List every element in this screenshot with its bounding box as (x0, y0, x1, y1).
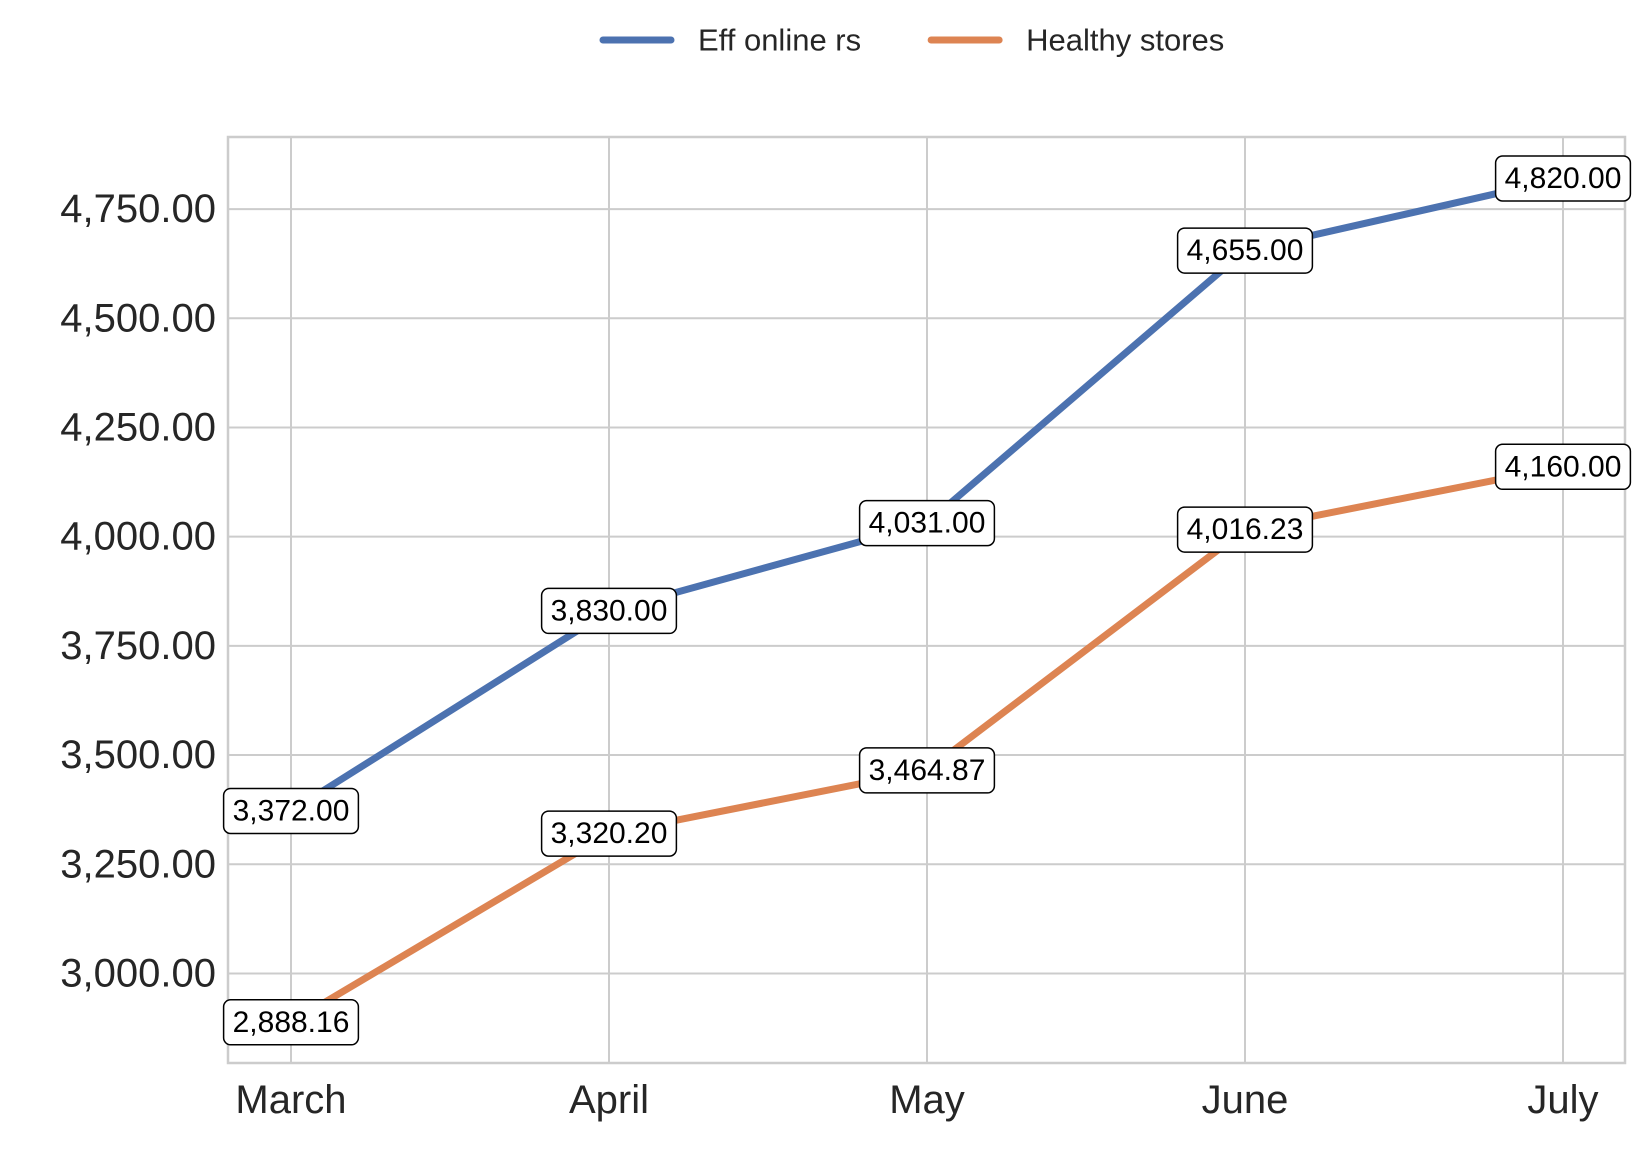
data-label-box (1494, 443, 1632, 491)
x-tick-label: July (1527, 1078, 1598, 1122)
legend-item: Healthy stores (927, 23, 1224, 58)
data-label-box (540, 587, 678, 635)
legend-item: Eff online rs (599, 23, 861, 58)
data-label-box (1494, 155, 1632, 202)
data-label-box (222, 787, 360, 835)
y-tick-label: 3,500.00 (60, 733, 216, 777)
data-label-box (858, 499, 996, 547)
data-label-text: 4,031.00 (869, 507, 986, 540)
data-label-box (858, 747, 996, 794)
data-label-text: 4,820.00 (1505, 162, 1622, 195)
data-label-text: 2,888.16 (233, 1006, 350, 1039)
data-label: 4,820.00 (1494, 155, 1632, 202)
y-tick-label: 3,750.00 (60, 624, 216, 668)
data-label: 3,830.00 (540, 587, 678, 635)
data-label-text: 3,830.00 (551, 594, 668, 627)
data-label: 4,160.00 (1494, 443, 1632, 491)
y-tick-label: 4,250.00 (60, 405, 216, 449)
data-label-box (1176, 506, 1314, 553)
data-label: 4,655.00 (1176, 227, 1314, 274)
data-label-text: 4,655.00 (1187, 234, 1304, 267)
x-tick-label: March (235, 1078, 346, 1122)
y-tick-label: 4,750.00 (60, 187, 216, 231)
data-labels: 3,372.00 3,830.00 4,031.00 4,655.00 4,820.00… (222, 155, 1632, 1046)
data-label: 3,464.87 (858, 747, 996, 794)
data-label-text: 3,372.00 (233, 794, 350, 827)
y-tick-label: 3,250.00 (60, 842, 216, 886)
data-label-text: 4,160.00 (1505, 450, 1622, 483)
grid (228, 137, 1625, 1063)
data-label-text: 3,320.20 (551, 817, 668, 850)
legend-label: Eff online rs (698, 23, 861, 58)
x-tick-label: May (889, 1078, 965, 1122)
data-label: 2,888.16 (222, 999, 360, 1046)
data-label-box (540, 810, 678, 857)
legend-label: Healthy stores (1026, 23, 1224, 58)
x-tick-label: April (569, 1078, 649, 1122)
axis-tick-labels: 3,000.00 3,250.00 3,500.00 3,750.00 4,000.00… (60, 187, 1598, 1122)
y-tick-label: 4,500.00 (60, 296, 216, 340)
y-tick-label: 4,000.00 (60, 515, 216, 559)
legend: Eff online rs Healthy stores (599, 23, 1224, 58)
plot-area-frame (226, 135, 1627, 1065)
data-label-text: 4,016.23 (1187, 513, 1304, 546)
x-tick-label: June (1202, 1078, 1289, 1122)
data-label-box (222, 999, 360, 1046)
data-label-box (1176, 227, 1314, 274)
data-label: 4,031.00 (858, 499, 996, 547)
data-label: 3,320.20 (540, 810, 678, 857)
data-label: 3,372.00 (222, 787, 360, 835)
data-label: 4,016.23 (1176, 506, 1314, 553)
data-label-text: 3,464.87 (869, 754, 986, 787)
y-tick-label: 3,000.00 (60, 951, 216, 995)
